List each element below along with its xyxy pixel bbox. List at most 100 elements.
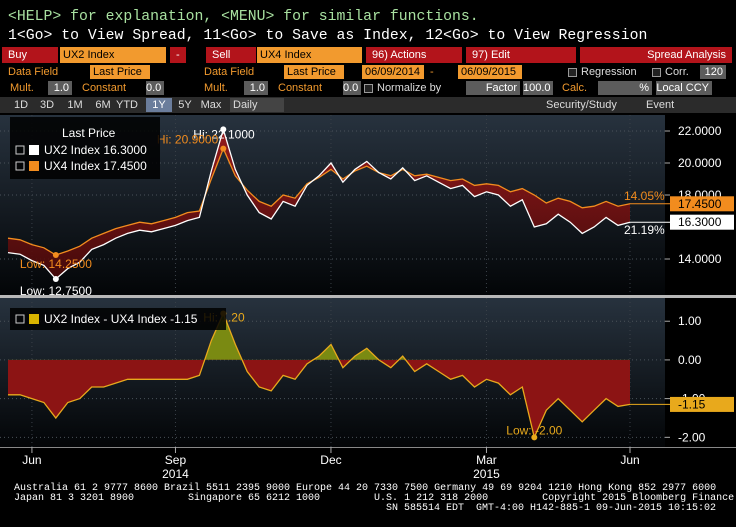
input-field[interactable]: 1.0: [48, 81, 72, 95]
x-tick-label: Sep: [165, 453, 187, 467]
period-button[interactable]: 1M: [67, 99, 83, 111]
field-label: Mult.: [204, 82, 228, 94]
legend-title: Last Price: [62, 126, 116, 140]
field-label: Constant: [278, 82, 323, 94]
button[interactable]: 97) Edit: [466, 47, 576, 63]
legend-swatch: [29, 314, 39, 324]
button[interactable]: -: [170, 47, 186, 63]
period-button[interactable]: YTD: [116, 99, 138, 111]
low-marker: [52, 252, 59, 258]
period-button[interactable]: 1Y: [146, 98, 172, 112]
checkbox[interactable]: [568, 68, 577, 77]
y-tick-label: 14.0000: [678, 252, 722, 266]
input-field[interactable]: 100.0: [523, 81, 553, 95]
input-field[interactable]: Local CCY: [656, 81, 712, 95]
last-value-label: 17.4500: [678, 197, 722, 211]
legend-entry: UX4 Index 17.4500: [44, 159, 147, 173]
legend-toggle[interactable]: [15, 145, 25, 155]
legend-value: 16.3000: [103, 143, 147, 157]
change-label: 14.05%: [624, 189, 665, 203]
hi-label: Hi: 20.9000: [157, 133, 219, 147]
input-field[interactable]: Factor: [466, 81, 520, 95]
legend-toggle[interactable]: [15, 314, 25, 324]
series-line: [8, 311, 631, 440]
series-line: [7, 146, 631, 256]
button[interactable]: Spread Analysis: [580, 47, 732, 63]
y-tick-label: -2.00: [678, 430, 706, 444]
series-line: [7, 127, 631, 280]
period-bar: [0, 97, 736, 113]
checkbox-label[interactable]: Regression: [581, 66, 637, 78]
security-study-button[interactable]: Security/Study: [546, 99, 617, 111]
period-button[interactable]: 5Y: [178, 99, 192, 111]
field-label: Mult.: [10, 82, 34, 94]
button[interactable]: Buy: [2, 47, 58, 63]
input-field[interactable]: %: [598, 81, 652, 95]
low-label: Low: -2.00: [506, 423, 562, 437]
hi-marker: [220, 126, 227, 133]
y-tick-label: 1.00: [678, 314, 702, 328]
hi-label: Hi: 22.1000: [193, 127, 255, 141]
spread-band: [8, 129, 630, 279]
x-tick-label: Jun: [620, 453, 639, 467]
x-year-label: 2015: [473, 467, 500, 481]
legend-box: [10, 308, 226, 330]
x-year-label: 2014: [162, 467, 189, 481]
legend-entry: UX2 Index 16.3000: [44, 143, 147, 157]
period-button[interactable]: Max: [200, 99, 222, 111]
legend-name: UX2 Index - UX4 Index: [44, 312, 167, 326]
last-value-tag: [670, 396, 734, 412]
footer-line: SN 585514 EDT GMT-4:00 H142-885-1 09-Jun…: [385, 503, 716, 514]
button[interactable]: 96) Actions: [366, 47, 462, 63]
input-field[interactable]: 0.0: [146, 81, 164, 95]
input-field[interactable]: Last Price: [90, 65, 150, 79]
y-tick-label: 20.0000: [678, 156, 722, 170]
input-field[interactable]: 120: [700, 65, 726, 79]
panel-divider: [0, 295, 736, 298]
button[interactable]: Sell: [206, 47, 256, 63]
go-line: 1<Go> to View Spread, 11<Go> to Save as …: [8, 28, 648, 44]
checkbox[interactable]: [364, 84, 373, 93]
legend-toggle[interactable]: [15, 161, 25, 171]
checkbox-label[interactable]: Corr.: [665, 66, 689, 78]
x-tick-label: Mar: [476, 453, 497, 467]
field-label: Calc.: [562, 82, 588, 94]
input-field[interactable]: 06/09/2014: [362, 65, 424, 79]
low-label: Low: 14.2500: [20, 257, 92, 271]
legend-swatch: [29, 145, 39, 155]
input-field[interactable]: 06/09/2015: [458, 65, 522, 79]
frequency-dropdown[interactable]: Daily: [230, 98, 284, 112]
help-line: <HELP> for explanation, <MENU> for simil…: [8, 9, 479, 25]
legend-name: UX2 Index: [44, 143, 100, 157]
input-field[interactable]: 0.0: [343, 81, 361, 95]
last-value-label: -1.15: [678, 397, 706, 411]
low-marker: [52, 276, 59, 282]
input-field[interactable]: UX2 Index: [60, 47, 166, 63]
legend-value: 17.4500: [103, 159, 147, 173]
input-field[interactable]: 1.0: [244, 81, 268, 95]
low-label: Low: 12.7500: [20, 284, 92, 298]
period-button[interactable]: 1D: [13, 99, 29, 111]
period-button[interactable]: 6M: [95, 99, 111, 111]
field-label: -: [430, 66, 434, 78]
field-label: Constant: [82, 82, 127, 94]
legend-value: -1.15: [170, 312, 198, 326]
footer-line: Japan 81 3 3201 8900 Singapore 65 6212 1…: [14, 493, 736, 504]
event-button[interactable]: Event: [646, 99, 675, 111]
y-tick-label: 0.00: [678, 353, 702, 367]
legend-entry: UX2 Index - UX4 Index -1.15: [44, 312, 198, 326]
checkbox-label[interactable]: Normalize by: [377, 82, 442, 94]
low-marker: [531, 434, 538, 441]
y-tick-label: 22.0000: [678, 124, 722, 138]
last-value-label: 16.3000: [678, 215, 722, 229]
checkbox[interactable]: [652, 68, 661, 77]
legend-name: UX4 Index: [44, 159, 100, 173]
footer-line: Australia 61 2 9777 8600 Brazil 5511 239…: [14, 483, 717, 494]
input-field[interactable]: UX4 Index: [257, 47, 362, 63]
last-value-tag: [670, 196, 734, 212]
period-button[interactable]: 3D: [39, 99, 55, 111]
field-label: Data Field: [204, 66, 255, 78]
input-field[interactable]: Last Price: [284, 65, 344, 79]
